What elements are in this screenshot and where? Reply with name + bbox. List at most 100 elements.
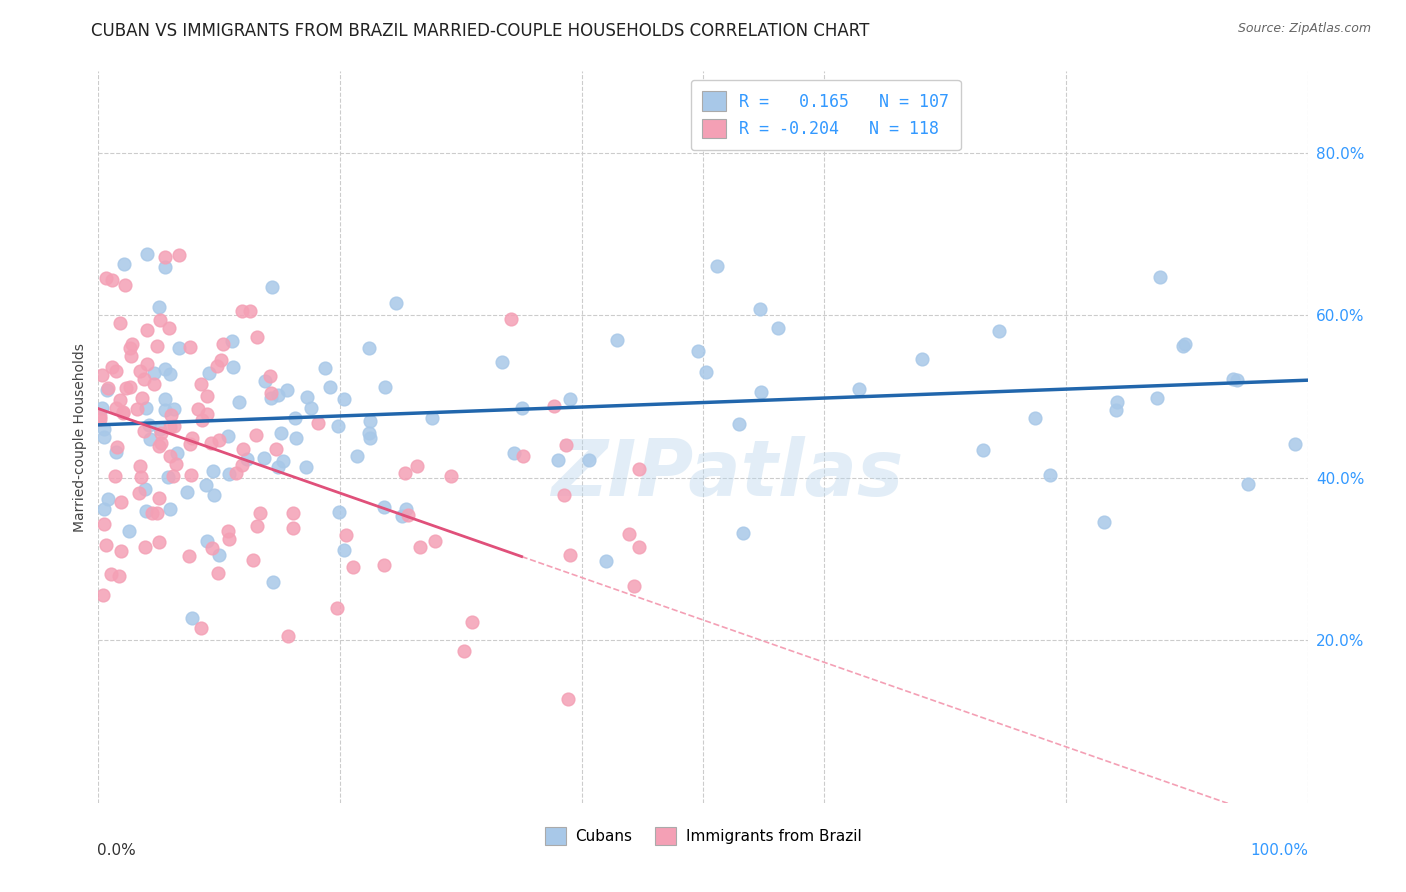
Point — [1039, 468, 1062, 483]
Point — [221, 334, 243, 349]
Point — [238, 303, 260, 318]
Point — [1107, 395, 1129, 409]
Point — [129, 470, 152, 484]
Point — [134, 424, 156, 438]
Point — [281, 521, 304, 535]
Point — [155, 260, 177, 274]
Point — [578, 453, 600, 467]
Point — [121, 337, 143, 351]
Point — [232, 442, 254, 456]
Point — [373, 500, 395, 515]
Point — [249, 506, 271, 520]
Point — [179, 340, 201, 354]
Point — [108, 316, 131, 330]
Point — [97, 381, 120, 395]
Point — [198, 366, 221, 380]
Point — [142, 377, 165, 392]
Point — [259, 368, 281, 383]
Point — [555, 438, 578, 452]
Point — [159, 367, 181, 381]
Point — [93, 517, 115, 532]
Point — [148, 535, 170, 549]
Point — [396, 508, 419, 523]
Point — [139, 432, 162, 446]
Point — [96, 270, 118, 285]
Point — [94, 538, 117, 552]
Point — [93, 421, 115, 435]
Point — [167, 248, 190, 262]
Point — [208, 434, 231, 448]
Point — [134, 483, 156, 497]
Point — [141, 506, 163, 520]
Point — [222, 359, 245, 374]
Point — [201, 541, 224, 555]
Point — [145, 506, 167, 520]
Point — [409, 540, 432, 554]
Point — [97, 492, 120, 507]
Point — [186, 401, 208, 416]
Point — [1104, 403, 1126, 417]
Text: 100.0%: 100.0% — [1251, 843, 1309, 858]
Point — [208, 548, 231, 562]
Point — [560, 548, 582, 562]
Point — [235, 451, 257, 466]
Point — [1146, 391, 1168, 405]
Point — [553, 488, 575, 502]
Point — [359, 413, 381, 427]
Point — [201, 464, 224, 478]
Point — [262, 280, 284, 294]
Point — [150, 425, 173, 440]
Point — [285, 432, 308, 446]
Legend: Cubans, Immigrants from Brazil: Cubans, Immigrants from Brazil — [536, 818, 870, 854]
Point — [453, 644, 475, 658]
Point — [128, 459, 150, 474]
Point — [115, 381, 138, 395]
Point — [105, 440, 128, 454]
Point — [145, 339, 167, 353]
Point — [595, 554, 617, 568]
Point — [385, 296, 408, 310]
Point — [157, 321, 180, 335]
Point — [749, 301, 772, 316]
Point — [510, 401, 533, 416]
Point — [848, 382, 870, 396]
Point — [143, 366, 166, 380]
Point — [101, 359, 124, 374]
Point — [728, 417, 751, 431]
Point — [357, 425, 380, 440]
Point — [108, 392, 131, 407]
Point — [260, 386, 283, 401]
Point — [284, 411, 307, 425]
Point — [190, 377, 212, 392]
Point — [209, 353, 232, 368]
Point — [766, 321, 789, 335]
Point — [159, 419, 181, 434]
Point — [129, 364, 152, 378]
Point — [93, 502, 115, 516]
Text: 0.0%: 0.0% — [97, 843, 136, 858]
Point — [136, 324, 159, 338]
Point — [391, 508, 413, 523]
Point — [104, 401, 127, 415]
Point — [271, 454, 294, 468]
Point — [149, 422, 172, 436]
Point — [200, 435, 222, 450]
Point — [1092, 515, 1115, 529]
Point — [135, 247, 157, 261]
Point — [512, 449, 534, 463]
Point — [420, 411, 443, 425]
Point — [153, 362, 176, 376]
Point — [335, 528, 357, 542]
Point — [112, 257, 135, 271]
Point — [205, 359, 228, 374]
Point — [114, 277, 136, 292]
Point — [911, 352, 934, 367]
Point — [394, 501, 416, 516]
Point — [276, 384, 298, 398]
Point — [267, 459, 290, 474]
Point — [96, 384, 118, 398]
Point — [295, 460, 318, 475]
Point — [264, 442, 287, 456]
Point — [105, 364, 128, 378]
Point — [179, 437, 201, 451]
